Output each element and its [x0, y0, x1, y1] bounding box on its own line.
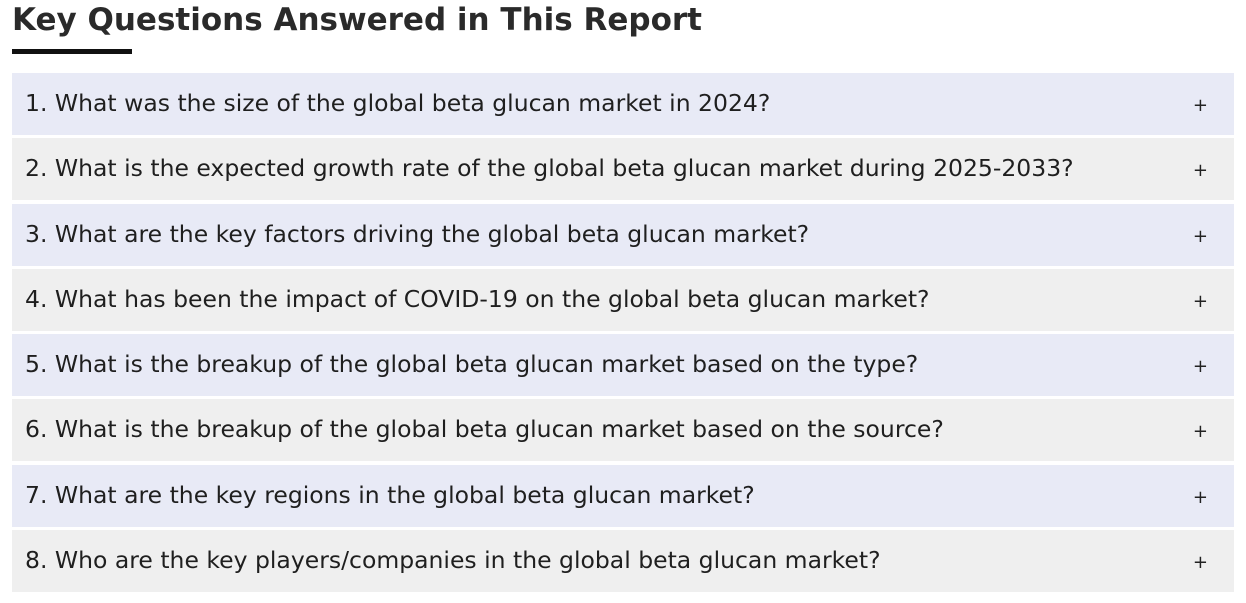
faq-item-6[interactable]: 6. What is the breakup of the global bet…	[12, 399, 1234, 462]
plus-icon[interactable]: +	[1192, 290, 1208, 312]
faq-question: 7. What are the key regions in the globa…	[25, 480, 755, 509]
faq-question: 3. What are the key factors driving the …	[25, 219, 810, 248]
faq-item-2[interactable]: 2. What is the expected growth rate of t…	[12, 138, 1234, 201]
plus-icon[interactable]: +	[1192, 95, 1208, 116]
faq-item-7[interactable]: 7. What are the key regions in the globa…	[12, 464, 1234, 527]
faq-item-3[interactable]: 3. What are the key factors driving the …	[12, 203, 1234, 266]
plus-icon[interactable]: +	[1192, 486, 1208, 508]
plus-icon[interactable]: +	[1192, 552, 1208, 574]
faq-item-5[interactable]: 5. What is the breakup of the global bet…	[12, 334, 1234, 397]
faq-question: 2. What is the expected growth rate of t…	[25, 154, 1074, 183]
faq-question: 8. Who are the key players/companies in …	[25, 546, 881, 575]
faq-item-8[interactable]: 8. Who are the key players/companies in …	[12, 530, 1234, 593]
plus-icon[interactable]: +	[1192, 421, 1208, 443]
plus-icon[interactable]: +	[1192, 225, 1208, 247]
faq-item-4[interactable]: 4. What has been the impact of COVID-19 …	[12, 268, 1234, 331]
faq-item-1[interactable]: 1. What was the size of the global beta …	[12, 73, 1234, 135]
faq-question: 4. What has been the impact of COVID-19 …	[25, 284, 930, 313]
title-underline	[12, 49, 132, 54]
plus-icon[interactable]: +	[1192, 160, 1208, 182]
faq-question: 1. What was the size of the global beta …	[25, 89, 771, 117]
faq-accordion: 1. What was the size of the global beta …	[12, 73, 1234, 595]
faq-question: 6. What is the breakup of the global bet…	[25, 415, 944, 444]
faq-question: 5. What is the breakup of the global bet…	[25, 350, 919, 379]
plus-icon[interactable]: +	[1192, 356, 1208, 378]
section-title: Key Questions Answered in This Report	[12, 2, 702, 38]
